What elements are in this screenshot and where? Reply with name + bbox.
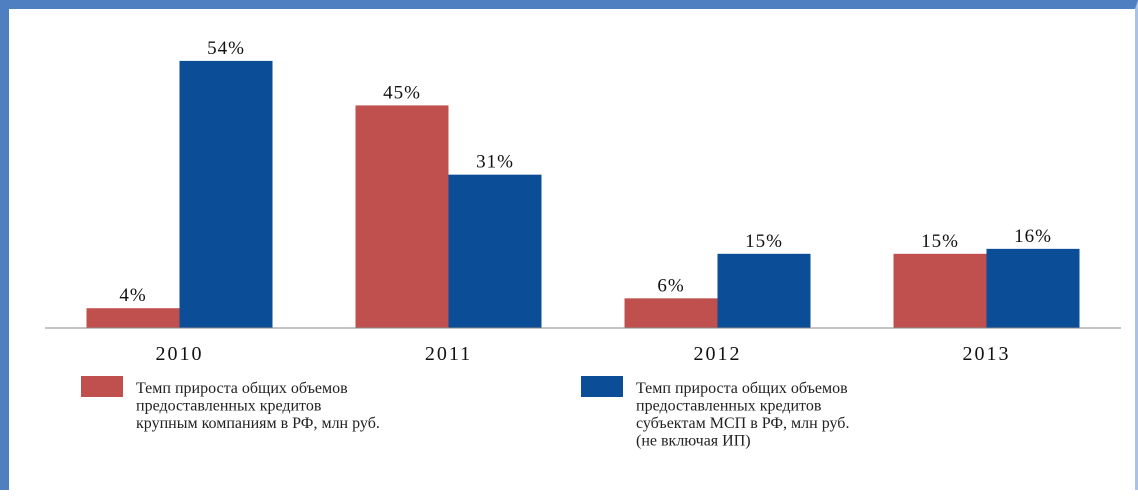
legend-text-sme-line-2: предоставленных кредитов <box>636 398 822 415</box>
bar-sme-2012 <box>717 253 811 328</box>
x-tick-label-2013: 2013 <box>963 343 1011 365</box>
bar-chart: 4% 54% 2010 45% 31% 2011 6% 15% 2012 15% 16% 2013 Те… <box>45 38 1121 450</box>
data-label-sme-2010: 54% <box>207 38 245 59</box>
legend-swatch-sme <box>581 376 623 397</box>
data-label-large-companies-2013: 15% <box>921 231 959 252</box>
data-label-sme-2013: 16% <box>1014 226 1052 247</box>
bar-large-companies-2010 <box>86 308 180 328</box>
bar-sme-2011 <box>448 174 542 328</box>
bar-large-companies-2011 <box>355 105 449 329</box>
legend-text-large-companies-line-3: крупным компаниям в РФ, млн руб. <box>136 415 380 432</box>
data-label-sme-2012: 15% <box>745 231 783 252</box>
legend-text-large-companies-line-1: Темп прироста общих объемов <box>136 380 348 397</box>
legend-text-sme-line-3: субъектам МСП в РФ, млн руб. <box>636 415 849 432</box>
x-tick-label-2010: 2010 <box>156 343 204 365</box>
bar-sme-2010 <box>179 60 273 329</box>
legend-text-sme-line-4: (не включая ИП) <box>636 433 751 450</box>
legend-swatch-large-companies <box>81 376 123 397</box>
legend-text-large-companies-line-2: предоставленных кредитов <box>136 398 322 415</box>
bar-large-companies-2013 <box>893 253 987 328</box>
x-tick-label-2011: 2011 <box>425 343 472 365</box>
data-label-sme-2011: 31% <box>476 152 514 173</box>
bar-large-companies-2012 <box>624 298 718 328</box>
data-label-large-companies-2010: 4% <box>119 285 146 306</box>
x-tick-label-2012: 2012 <box>694 343 742 365</box>
data-label-large-companies-2012: 6% <box>657 275 684 296</box>
bar-sme-2013 <box>986 248 1080 328</box>
data-label-large-companies-2011: 45% <box>383 82 421 103</box>
legend-text-sme-line-1: Темп прироста общих объемов <box>636 380 848 397</box>
